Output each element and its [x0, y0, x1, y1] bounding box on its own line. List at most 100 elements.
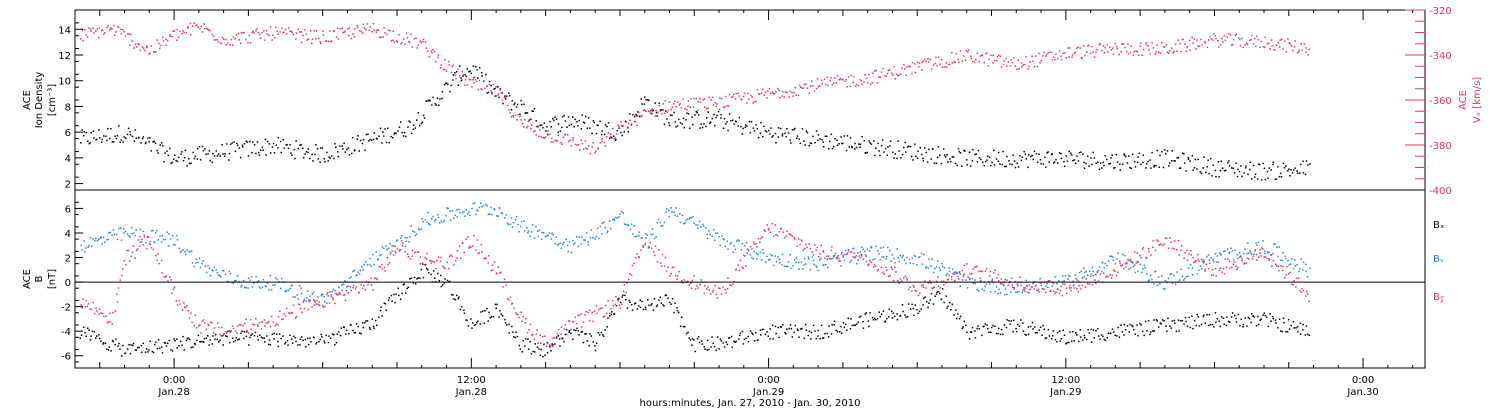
by-point — [931, 258, 933, 260]
bz-point — [764, 230, 766, 232]
by-point — [719, 244, 721, 246]
by-point — [240, 286, 242, 288]
bx-point — [316, 341, 318, 344]
bz-point — [857, 259, 859, 261]
bx-point — [1174, 322, 1176, 324]
bx-point — [434, 277, 436, 279]
bottom-ylabel-line-3: [nT] — [47, 269, 58, 289]
density-point — [557, 131, 559, 133]
bz-point — [374, 277, 376, 279]
bx-point — [273, 338, 275, 340]
density-point — [958, 150, 960, 153]
bz-point — [720, 293, 723, 295]
bx-point — [1253, 316, 1255, 318]
density-point — [234, 150, 237, 153]
vx-point — [1269, 48, 1271, 50]
bx-point — [929, 299, 931, 301]
by-point — [1092, 270, 1094, 273]
by-point — [519, 225, 522, 228]
bz-point — [375, 277, 377, 280]
vx-point — [556, 139, 559, 142]
bz-point — [1225, 266, 1228, 268]
vx-point — [988, 58, 990, 60]
vx-point — [1195, 48, 1197, 50]
bz-point — [419, 256, 422, 258]
density-point — [688, 127, 691, 129]
density-point — [627, 131, 629, 133]
bx-point — [868, 325, 870, 328]
bx-point — [1219, 325, 1221, 328]
by-point — [112, 229, 115, 231]
top-ylabel-line-2: Ion Density — [34, 72, 45, 129]
bz-point — [107, 321, 109, 323]
bx-point — [1103, 338, 1105, 341]
density-point — [456, 71, 458, 73]
bx-point — [285, 341, 287, 344]
density-point — [806, 131, 809, 134]
by-point — [320, 295, 323, 297]
bx-point — [1076, 334, 1078, 336]
vx-point — [811, 85, 814, 87]
bx-point — [807, 334, 809, 337]
bz-point — [138, 245, 141, 247]
density-point — [1104, 155, 1106, 157]
bx-point — [706, 349, 708, 351]
vx-point — [671, 106, 674, 108]
by-point — [853, 247, 855, 250]
top-right-ylabel-line-2: Vₓ [km/s] — [1472, 77, 1483, 123]
bx-point — [769, 338, 771, 340]
vx-point — [501, 99, 504, 102]
density-point — [563, 114, 565, 117]
bz-point — [315, 303, 317, 305]
vx-point — [107, 24, 109, 27]
bottom-panel-frame — [74, 189, 1426, 369]
vx-point — [714, 102, 716, 104]
bx-point — [98, 334, 100, 336]
by-point — [1274, 243, 1276, 245]
bz-point — [830, 249, 833, 252]
vx-point — [460, 80, 462, 83]
vx-point — [440, 67, 442, 69]
bx-point — [348, 333, 350, 335]
by-point — [979, 280, 981, 283]
vx-point — [266, 33, 269, 35]
vx-point — [142, 47, 145, 50]
bx-point — [514, 336, 516, 339]
density-point — [300, 143, 302, 146]
bx-point — [378, 316, 380, 318]
bx-point — [689, 339, 692, 341]
vx-point — [510, 116, 513, 118]
vx-point — [623, 130, 625, 132]
by-point — [1236, 254, 1238, 256]
by-point — [1143, 264, 1145, 267]
by-point — [339, 292, 341, 294]
bx-point — [932, 303, 935, 305]
by-point — [663, 221, 666, 224]
by-point — [300, 292, 303, 295]
bz-point — [468, 247, 470, 249]
density-point — [604, 124, 607, 126]
bx-point — [896, 313, 898, 315]
by-point — [247, 277, 250, 279]
by-point — [180, 250, 183, 252]
vx-point — [276, 30, 279, 32]
by-point — [400, 235, 403, 237]
bz-point — [267, 321, 270, 323]
bx-point — [687, 331, 689, 334]
density-point — [924, 147, 926, 149]
by-point — [276, 278, 278, 281]
by-point — [757, 253, 759, 256]
bx-point — [98, 337, 101, 340]
vx-point — [721, 97, 723, 100]
density-point — [1179, 167, 1181, 169]
by-point — [555, 236, 558, 238]
vx-point — [1124, 46, 1126, 49]
by-point — [420, 228, 423, 230]
density-point — [668, 124, 671, 127]
by-point — [962, 274, 965, 276]
by-point — [595, 236, 598, 238]
vx-point — [1270, 39, 1273, 41]
by-point — [662, 224, 664, 227]
density-point — [854, 142, 856, 145]
bx-point — [179, 340, 182, 343]
